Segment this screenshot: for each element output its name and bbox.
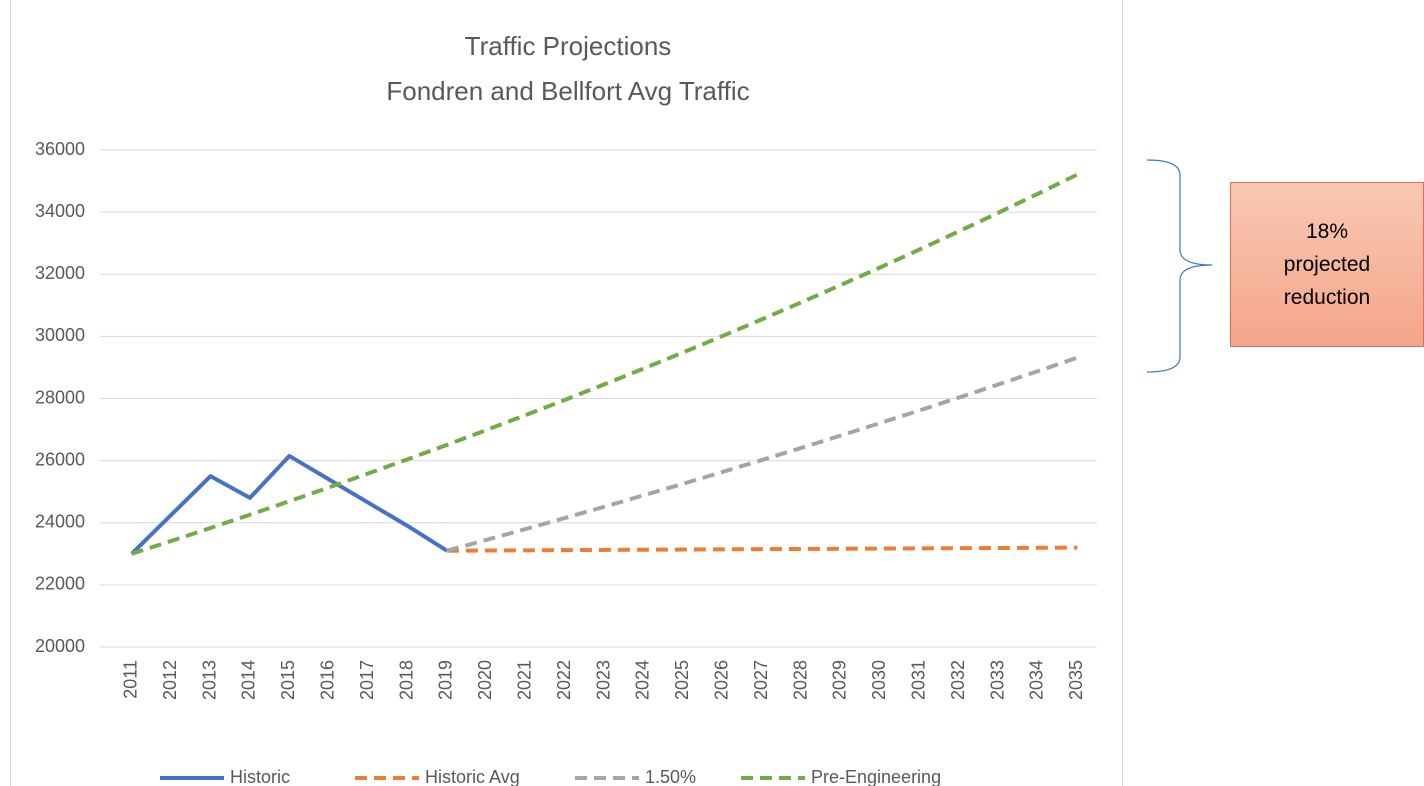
y-tick-label: 28000 [35,387,85,407]
x-tick-label: 2014 [239,660,259,700]
y-tick-label: 36000 [35,139,85,159]
series-line [446,355,1078,553]
x-tick-label: 2033 [987,660,1007,700]
x-tick-label: 2032 [948,660,968,700]
x-tick-label: 2015 [278,660,298,700]
legend-label: Historic [230,767,290,786]
y-tick-label: 24000 [35,512,85,532]
annotation-box: 18% projected reduction [1230,182,1424,347]
x-tick-label: 2034 [1027,660,1047,700]
x-tick-label: 2027 [751,660,771,700]
legend-label: 1.50% [645,767,696,786]
x-tick-label: 2030 [869,660,889,700]
y-tick-label: 22000 [35,574,85,594]
annotation-text: reduction [1283,286,1371,309]
chart-title: Traffic Projections [465,31,672,61]
x-tick-label: 2016 [317,660,337,700]
series-line [446,545,1078,553]
annotation-text: projected [1283,253,1371,276]
y-tick-label: 34000 [35,201,85,221]
x-tick-label: 2017 [357,660,377,700]
series-line [130,453,448,556]
x-tick-label: 2019 [436,660,456,700]
y-tick-label: 26000 [35,449,85,469]
series-line [131,172,1079,556]
x-tick-label: 2029 [830,660,850,700]
annotation-text: 18% [1305,220,1349,243]
x-tick-label: 2018 [396,660,416,700]
y-tick-label: 30000 [35,325,85,345]
x-tick-label: 2035 [1066,660,1086,700]
x-tick-label: 2021 [514,660,534,700]
brace [1146,159,1213,373]
x-tick-label: 2023 [593,660,613,700]
x-tick-label: 2026 [711,660,731,700]
x-tick-label: 2025 [672,660,692,700]
x-tick-label: 2024 [633,660,653,700]
y-tick-label: 20000 [35,636,85,656]
x-tick-label: 2020 [475,660,495,700]
x-tick-label: 2028 [790,660,810,700]
y-tick-label: 32000 [35,263,85,283]
x-tick-label: 2011 [120,660,140,699]
x-tick-label: 2013 [199,660,219,700]
chart-subtitle: Fondren and Bellfort Avg Traffic [386,76,749,106]
legend-label: Pre-Engineering [811,767,941,786]
legend-label: Historic Avg [425,767,520,786]
x-tick-label: 2031 [908,660,928,700]
x-tick-label: 2022 [554,660,574,700]
x-tick-label: 2012 [160,660,180,700]
